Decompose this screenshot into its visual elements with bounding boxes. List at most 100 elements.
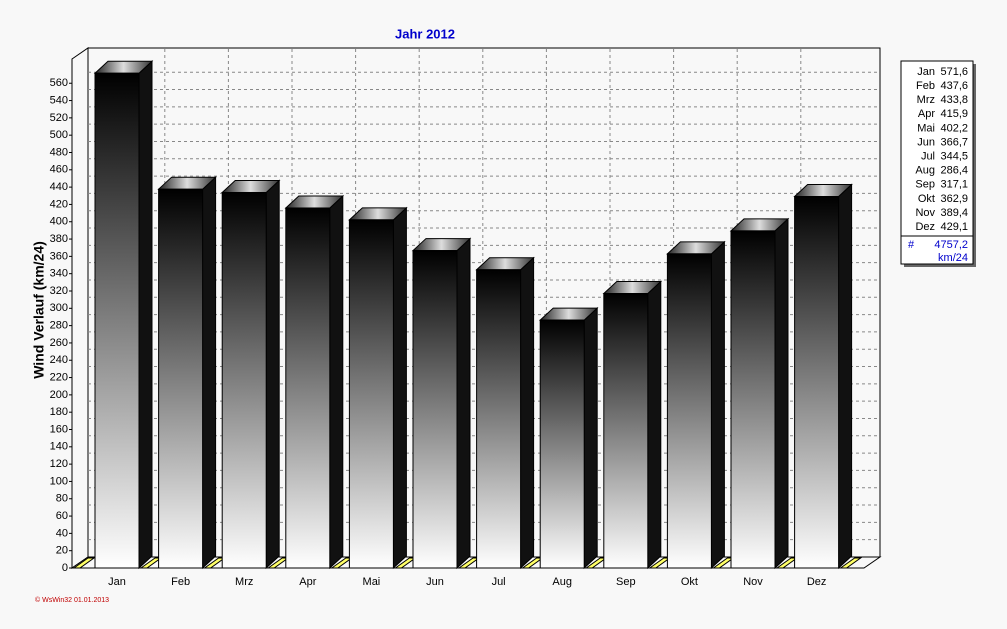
bar	[285, 207, 331, 569]
legend-value: 366,7	[940, 136, 968, 148]
legend-value: 429,1	[940, 221, 968, 233]
x-tick-label: Jul	[492, 576, 506, 588]
bar	[603, 293, 649, 569]
y-tick-label: 400	[50, 216, 68, 228]
y-tick-label: 240	[50, 354, 68, 366]
legend-value: 317,1	[940, 179, 968, 191]
bar	[412, 250, 458, 569]
y-tick-label: 460	[50, 164, 68, 176]
x-tick-label: Okt	[681, 576, 698, 588]
x-tick-label: Mai	[363, 576, 381, 588]
x-tick-label: Sep	[616, 576, 636, 588]
legend-value: 402,2	[940, 122, 968, 134]
floor-marker	[72, 557, 96, 569]
y-tick-label: 140	[50, 441, 68, 453]
y-tick-label: 40	[56, 527, 68, 539]
y-tick-label: 540	[50, 94, 68, 106]
bar-side	[138, 60, 153, 570]
y-tick-label: 500	[50, 129, 68, 141]
y-tick-label: 200	[50, 389, 68, 401]
x-tick-label: Aug	[552, 576, 572, 588]
legend-label: Jun	[917, 136, 935, 148]
legend: # 4757,2 km/24 Jan 571,6 Feb 437,6 Mrz 433,8 A…	[900, 60, 976, 267]
y-tick-label: 80	[56, 493, 68, 505]
legend-label: Dez	[915, 221, 935, 233]
legend-label: Okt	[918, 193, 935, 205]
y-tick-label: 120	[50, 458, 68, 470]
y-tick-label: 260	[50, 337, 68, 349]
legend-label: Mrz	[917, 94, 935, 106]
x-tick-label: Feb	[171, 576, 190, 588]
bar	[348, 219, 394, 569]
y-tick-label: 20	[56, 545, 68, 557]
legend-label: Feb	[916, 80, 935, 92]
legend-unit: km/24	[938, 252, 968, 264]
y-tick-label: 520	[50, 112, 68, 124]
bar	[730, 230, 776, 569]
bar-side	[329, 194, 344, 570]
y-tick-label: 440	[50, 181, 68, 193]
y-tick-label: 220	[50, 371, 68, 383]
x-tick-label: Apr	[299, 576, 316, 588]
bar	[476, 269, 522, 569]
legend-value: 571,6	[940, 66, 968, 78]
legend-value: 286,4	[940, 165, 968, 177]
legend-value: 433,8	[940, 94, 968, 106]
footer: © WsWin32 01.01.2013	[35, 596, 109, 604]
legend-total: 4757,2	[934, 239, 968, 251]
y-tick-label: 60	[56, 510, 68, 522]
legend-label: Aug	[915, 165, 935, 177]
legend-box	[900, 60, 974, 265]
legend-label: Jan	[917, 66, 935, 78]
bar	[539, 319, 585, 569]
bar-side	[456, 237, 471, 570]
bar-side	[838, 183, 853, 570]
legend-value: 362,9	[940, 193, 968, 205]
bar-side	[774, 217, 789, 570]
y-tick-label: 280	[50, 320, 68, 332]
legend-label: Sep	[915, 179, 935, 191]
x-tick-label: Nov	[743, 576, 763, 588]
y-tick-label: 0	[62, 562, 68, 574]
legend-value: 389,4	[940, 207, 968, 219]
legend-value: 437,6	[940, 80, 968, 92]
y-tick-label: 100	[50, 475, 68, 487]
bar-side	[647, 280, 662, 570]
legend-total-symbol: #	[908, 239, 915, 251]
bar	[221, 191, 267, 569]
y-tick-label: 160	[50, 423, 68, 435]
bar-side	[392, 206, 407, 570]
y-tick-label: 380	[50, 233, 68, 245]
bar	[94, 72, 140, 569]
floor-marker	[839, 557, 863, 569]
bar-side	[520, 256, 535, 570]
left-wall	[71, 47, 89, 569]
legend-value: 415,9	[940, 108, 968, 120]
bar	[794, 196, 840, 569]
y-tick-label: 180	[50, 406, 68, 418]
x-tick-label: Jun	[426, 576, 444, 588]
y-tick-label: 560	[50, 77, 68, 89]
legend-value: 344,5	[940, 151, 968, 163]
y-axis-label: Wind Verlauf (km/24)	[31, 241, 47, 379]
bar-side	[710, 240, 725, 570]
bar	[158, 188, 204, 569]
y-tick-label: 360	[50, 250, 68, 262]
x-tick-label: Jan	[108, 576, 126, 588]
legend-label: Jul	[921, 151, 935, 163]
y-tick-label: 300	[50, 302, 68, 314]
chart-title: Jahr 2012	[395, 26, 455, 41]
y-tick-label: 340	[50, 268, 68, 280]
y-tick-label: 320	[50, 285, 68, 297]
legend-label: Nov	[915, 207, 935, 219]
y-tick-label: 480	[50, 146, 68, 158]
y-tick-label: 420	[50, 198, 68, 210]
x-tick-label: Dez	[807, 576, 827, 588]
bar-side	[265, 179, 280, 570]
legend-label: Mai	[917, 122, 935, 134]
bar-side	[583, 306, 598, 570]
bar	[666, 253, 712, 569]
x-tick-label: Mrz	[235, 576, 253, 588]
legend-label: Apr	[918, 108, 935, 120]
